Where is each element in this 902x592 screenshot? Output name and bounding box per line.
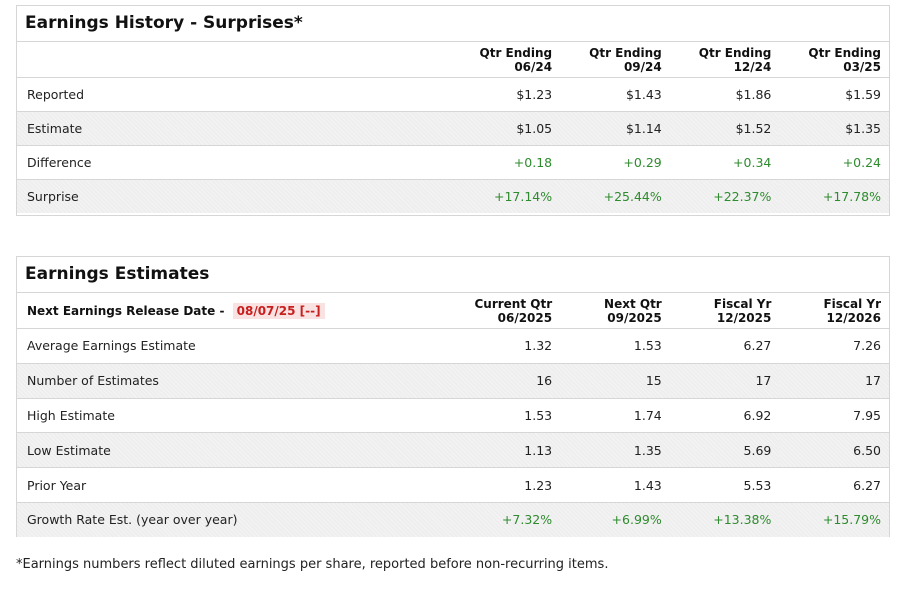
table-cell: 1.23: [450, 467, 561, 503]
table-row: Estimate $1.05 $1.14 $1.52 $1.35: [17, 111, 889, 146]
table-row: Prior Year 1.23 1.43 5.53 6.27: [17, 467, 889, 503]
table-cell: $1.86: [669, 77, 780, 112]
earnings-history-title: Earnings History - Surprises*: [17, 6, 889, 42]
table-header-row: Qtr Ending 06/24 Qtr Ending 09/24 Qtr Endi…: [17, 42, 889, 78]
column-header-line1: Qtr Ending: [808, 46, 881, 60]
row-label: Low Estimate: [17, 432, 451, 469]
table-cell: +0.29: [560, 145, 670, 180]
row-label: Estimate: [17, 111, 451, 146]
next-release-header: Next Earnings Release Date - 08/07/25 [-…: [17, 293, 451, 329]
table-cell: 6.92: [669, 398, 780, 434]
table-cell: 16: [450, 363, 561, 399]
table-cell: 7.26: [779, 328, 889, 364]
table-header-row: Next Earnings Release Date - 08/07/25 [-…: [17, 293, 889, 329]
table-cell: 5.53: [669, 467, 780, 503]
table-cell: +17.78%: [779, 179, 889, 213]
table-cell: +6.99%: [560, 502, 670, 537]
table-cell: 6.27: [779, 467, 889, 503]
table-cell: +0.18: [450, 145, 561, 180]
column-header: Qtr Ending 06/24: [450, 42, 561, 78]
column-header-line2: 03/25: [843, 60, 881, 74]
row-label: Prior Year: [17, 467, 451, 503]
column-header-line1: Fiscal Yr: [823, 297, 881, 311]
table-cell: 7.95: [779, 398, 889, 434]
table-cell: 1.53: [450, 398, 561, 434]
column-header-line1: Next Qtr: [604, 297, 662, 311]
column-header-line2: 12/2025: [716, 311, 772, 325]
column-header-line1: Current Qtr: [474, 297, 553, 311]
table-cell: +13.38%: [669, 502, 780, 537]
row-label: High Estimate: [17, 398, 451, 434]
table-cell: 6.27: [669, 328, 780, 364]
table-row: Number of Estimates 16 15 17 17: [17, 363, 889, 399]
row-label: Surprise: [17, 179, 451, 213]
table-cell: 1.13: [450, 432, 561, 469]
table-cell: $1.23: [450, 77, 561, 112]
row-label: Reported: [17, 77, 451, 112]
table-cell: 1.35: [560, 432, 670, 469]
column-header: Qtr Ending 12/24: [669, 42, 780, 78]
column-header: Qtr Ending 09/24: [560, 42, 670, 78]
table-cell: 1.43: [560, 467, 670, 503]
table-cell: +15.79%: [779, 502, 889, 537]
table-row: Surprise +17.14% +25.44% +22.37% +17.78%: [17, 179, 889, 213]
column-header-line2: 06/24: [514, 60, 553, 74]
next-release-label: Next Earnings Release Date -: [27, 304, 225, 318]
table-cell: 5.69: [669, 432, 780, 469]
table-cell: 15: [560, 363, 670, 399]
table-cell: $1.59: [779, 77, 889, 112]
table-cell: +17.14%: [450, 179, 561, 213]
table-cell: $1.52: [669, 111, 780, 146]
earnings-estimates-table: Next Earnings Release Date - 08/07/25 [-…: [17, 293, 889, 537]
table-row: Reported $1.23 $1.43 $1.86 $1.59: [17, 77, 889, 112]
table-cell: 6.50: [779, 432, 889, 469]
earnings-history-panel: Earnings History - Surprises* Qtr Ending…: [16, 5, 890, 216]
column-header: Fiscal Yr 12/2025: [669, 293, 780, 329]
column-header-line2: 06/2025: [497, 311, 553, 325]
next-release-date: 08/07/25 [--]: [232, 303, 325, 319]
column-header-line1: Qtr Ending: [698, 46, 772, 60]
table-cell: $1.35: [779, 111, 889, 146]
column-header: Current Qtr 06/2025: [450, 293, 561, 329]
table-cell: 17: [669, 363, 780, 399]
column-header: Fiscal Yr 12/2026: [779, 293, 889, 329]
table-row: High Estimate 1.53 1.74 6.92 7.95: [17, 398, 889, 434]
table-cell: +0.24: [779, 145, 889, 180]
column-header-line1: Qtr Ending: [479, 46, 553, 60]
table-cell: 1.74: [560, 398, 670, 434]
table-cell: +0.34: [669, 145, 780, 180]
column-header-line2: 09/2025: [607, 311, 662, 325]
row-label: Number of Estimates: [17, 363, 451, 399]
column-header: Qtr Ending 03/25: [779, 42, 889, 78]
table-row: Average Earnings Estimate 1.32 1.53 6.27…: [17, 328, 889, 364]
footnote: *Earnings numbers reflect diluted earnin…: [16, 557, 609, 572]
table-row: Growth Rate Est. (year over year) +7.32%…: [17, 502, 889, 537]
table-cell: $1.14: [560, 111, 670, 146]
row-label: Difference: [17, 145, 451, 180]
table-row: Low Estimate 1.13 1.35 5.69 6.50: [17, 432, 889, 469]
header-empty-cell: [17, 42, 451, 78]
column-header-line1: Qtr Ending: [589, 46, 662, 60]
column-header: Next Qtr 09/2025: [560, 293, 670, 329]
table-cell: 17: [779, 363, 889, 399]
earnings-estimates-title: Earnings Estimates: [17, 257, 889, 293]
row-label: Average Earnings Estimate: [17, 328, 451, 364]
earnings-history-table: Qtr Ending 06/24 Qtr Ending 09/24 Qtr Endi…: [17, 42, 889, 213]
column-header-line2: 09/24: [623, 60, 662, 74]
table-cell: +7.32%: [450, 502, 561, 537]
table-row: Difference +0.18 +0.29 +0.34 +0.24: [17, 145, 889, 180]
table-cell: +22.37%: [669, 179, 780, 213]
table-cell: $1.43: [560, 77, 670, 112]
column-header-line1: Fiscal Yr: [713, 297, 772, 311]
column-header-line2: 12/2026: [826, 311, 881, 325]
row-label: Growth Rate Est. (year over year): [17, 502, 451, 537]
earnings-estimates-panel: Earnings Estimates Next Earnings Release…: [16, 256, 890, 537]
column-header-line2: 12/24: [733, 60, 772, 74]
table-cell: 1.53: [560, 328, 670, 364]
table-cell: 1.32: [450, 328, 561, 364]
table-cell: $1.05: [450, 111, 561, 146]
table-cell: +25.44%: [560, 179, 670, 213]
